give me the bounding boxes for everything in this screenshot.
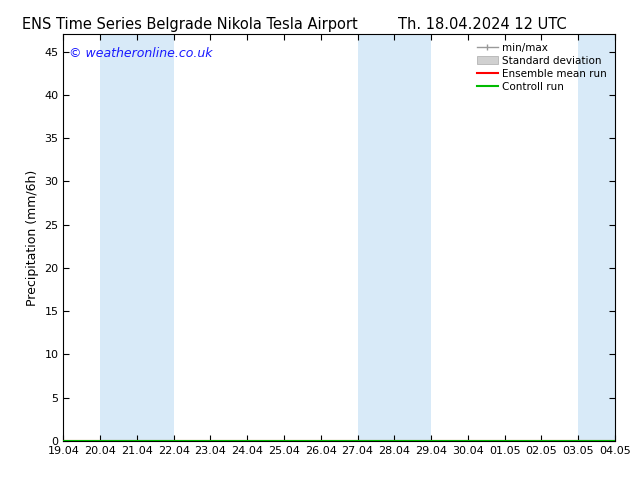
Bar: [358, 34, 431, 441]
Legend: min/max, Standard deviation, Ensemble mean run, Controll run: min/max, Standard deviation, Ensemble me…: [474, 40, 610, 95]
Text: Th. 18.04.2024 12 UTC: Th. 18.04.2024 12 UTC: [398, 17, 566, 32]
Text: © weatheronline.co.uk: © weatheronline.co.uk: [69, 47, 212, 59]
Text: ENS Time Series Belgrade Nikola Tesla Airport: ENS Time Series Belgrade Nikola Tesla Ai…: [22, 17, 358, 32]
Y-axis label: Precipitation (mm/6h): Precipitation (mm/6h): [26, 170, 39, 306]
Bar: [100, 34, 174, 441]
Title: ENS Time Series Belgrade Nikola Tesla Airport    Th. 18.04.2024 12 UTC: ENS Time Series Belgrade Nikola Tesla Ai…: [0, 489, 1, 490]
Bar: [578, 34, 615, 441]
